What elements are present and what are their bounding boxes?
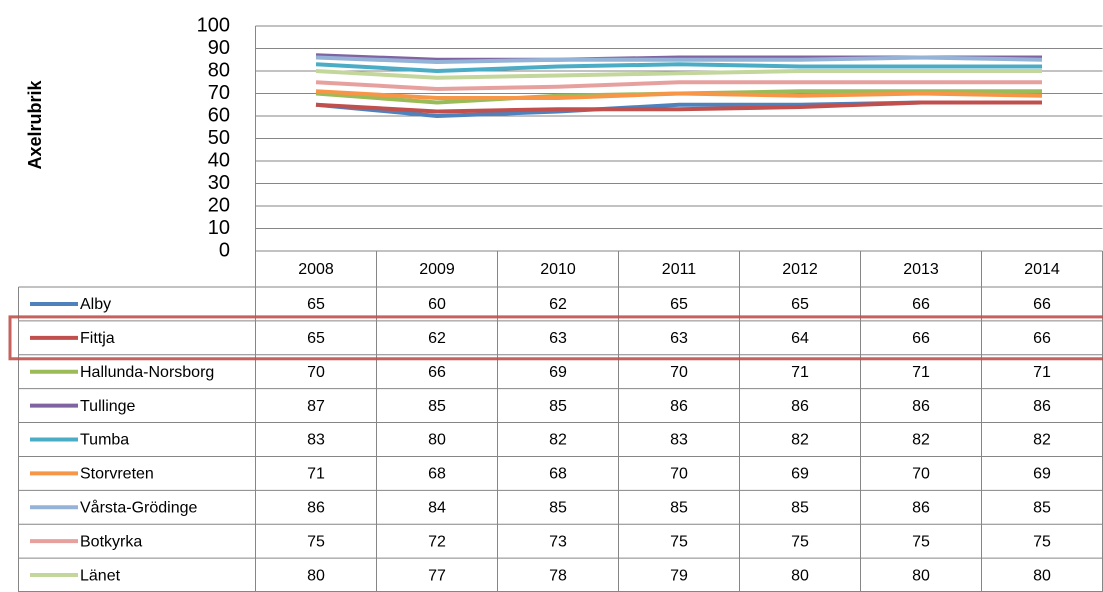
table-cell: 69 — [791, 466, 809, 483]
y-tick-label: 70 — [208, 82, 230, 104]
table-cell: 82 — [791, 432, 809, 449]
highlight-box — [8, 315, 1103, 361]
table-cell: 85 — [549, 499, 567, 516]
legend-label: Botkyrka — [80, 533, 142, 550]
table-cell: 70 — [670, 364, 688, 381]
legend-label: Storvreten — [80, 466, 154, 483]
table-cell: 66 — [1033, 296, 1051, 313]
x-tick-label: 2009 — [419, 261, 455, 278]
legend-label: Tumba — [80, 432, 129, 449]
x-tick-label: 2014 — [1024, 261, 1060, 278]
table-cell: 78 — [549, 567, 567, 584]
table-cell: 82 — [912, 432, 930, 449]
table-cell: 79 — [670, 567, 688, 584]
y-tick-label: 20 — [208, 194, 230, 216]
table-cell: 80 — [428, 432, 446, 449]
table-cell: 77 — [428, 567, 446, 584]
legend-label: Hallunda-Norsborg — [80, 364, 214, 381]
table-cell: 71 — [307, 466, 325, 483]
table-cell: 65 — [791, 296, 809, 313]
table-cell: 75 — [1033, 533, 1051, 550]
table-cell: 65 — [307, 330, 325, 347]
y-tick-label: 90 — [208, 37, 230, 59]
table-cell: 86 — [307, 499, 325, 516]
series-line — [315, 69, 1042, 80]
table-cell: 87 — [307, 398, 325, 415]
table-cell: 86 — [1033, 398, 1051, 415]
y-tick-label: 100 — [197, 14, 230, 36]
table-cell: 85 — [549, 398, 567, 415]
table-cell: 75 — [791, 533, 809, 550]
y-tick-label: 10 — [208, 217, 230, 239]
series-line — [315, 55, 1043, 64]
table-cell: 70 — [307, 364, 325, 381]
table-cell: 70 — [912, 466, 930, 483]
table-cell: 86 — [670, 398, 688, 415]
table-cell: 86 — [912, 499, 930, 516]
table-cell: 71 — [791, 364, 809, 381]
y-tick-label: 0 — [219, 239, 230, 261]
table-cell: 69 — [1033, 466, 1051, 483]
table-cell: 80 — [307, 567, 325, 584]
table-cell: 80 — [912, 567, 930, 584]
table-cell: 63 — [549, 330, 567, 347]
legend-label: Länet — [80, 567, 121, 584]
series-line — [315, 62, 1042, 73]
table-cell: 66 — [428, 364, 446, 381]
y-tick-label: 40 — [208, 149, 230, 171]
legend-label: Fittja — [80, 330, 115, 347]
legend-label: Alby — [80, 296, 111, 313]
y-axis-label: Axelrubrik — [25, 80, 45, 170]
table-cell: 80 — [1033, 567, 1051, 584]
x-tick-label: 2011 — [662, 261, 697, 278]
series-line — [315, 89, 1043, 100]
table-cell: 68 — [549, 466, 567, 483]
table-cell: 71 — [912, 364, 930, 381]
table-cell: 84 — [428, 499, 446, 516]
table-cell: 82 — [549, 432, 567, 449]
table-cell: 86 — [791, 398, 809, 415]
y-tick-label: 50 — [208, 127, 230, 149]
table-cell: 83 — [307, 432, 325, 449]
table-cell: 69 — [549, 364, 567, 381]
table-cell: 66 — [1033, 330, 1051, 347]
series-line — [315, 80, 1042, 91]
table-cell: 85 — [670, 499, 688, 516]
table-cell: 75 — [307, 533, 325, 550]
table-cell: 85 — [428, 398, 446, 415]
table-cell: 72 — [428, 533, 446, 550]
table-cell: 66 — [912, 296, 930, 313]
table-cell: 65 — [307, 296, 325, 313]
y-tick-label: 60 — [208, 104, 230, 126]
table-cell: 62 — [549, 296, 567, 313]
table-cell: 85 — [791, 499, 809, 516]
table-cell: 66 — [912, 330, 930, 347]
series-line — [315, 100, 1042, 114]
x-tick-label: 2013 — [903, 261, 939, 278]
table-cell: 85 — [1033, 499, 1051, 516]
table-cell: 62 — [428, 330, 446, 347]
table-cell: 65 — [670, 296, 688, 313]
table-cell: 60 — [428, 296, 446, 313]
table-cell: 71 — [1033, 364, 1051, 381]
table-cell: 82 — [1033, 432, 1051, 449]
table-cell: 86 — [912, 398, 930, 415]
table-cell: 75 — [670, 533, 688, 550]
x-tick-label: 2010 — [540, 261, 576, 278]
legend-label: Vårsta-Grödinge — [80, 498, 197, 516]
table-cell: 63 — [670, 330, 688, 347]
table-cell: 75 — [912, 533, 930, 550]
table-cell: 70 — [670, 466, 688, 483]
table-cell: 80 — [791, 567, 809, 584]
x-tick-label: 2012 — [782, 261, 818, 278]
table-cell: 64 — [791, 330, 809, 347]
y-tick-label: 80 — [208, 59, 230, 81]
x-tick-label: 2008 — [298, 261, 334, 278]
table-cell: 73 — [549, 533, 567, 550]
legend-label: Tullinge — [80, 398, 136, 415]
table-cell: 68 — [428, 466, 446, 483]
table-cell: 83 — [670, 432, 688, 449]
y-tick-label: 30 — [208, 172, 230, 194]
